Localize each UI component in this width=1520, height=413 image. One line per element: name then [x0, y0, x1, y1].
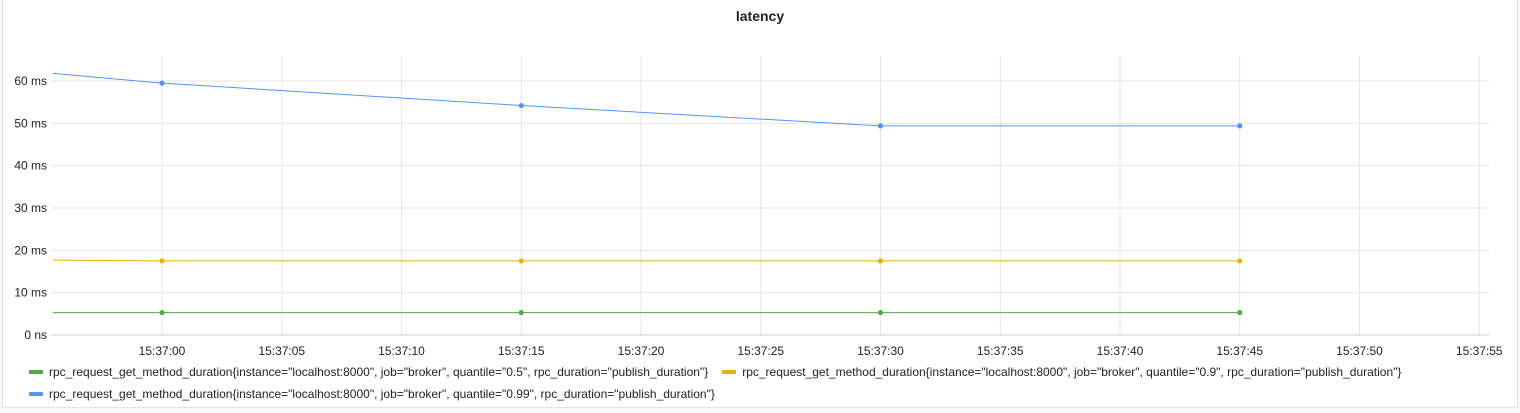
legend-swatch: [722, 370, 737, 374]
x-tick-label: 15:37:45: [1216, 344, 1263, 358]
x-tick-label: 15:37:00: [139, 344, 186, 358]
data-point: [159, 258, 165, 264]
data-point: [877, 258, 884, 264]
legend-row: rpc_request_get_method_duration{instance…: [29, 383, 1415, 405]
x-tick-label: 15:37:05: [258, 344, 305, 358]
data-point: [1237, 123, 1243, 129]
data-point: [518, 102, 524, 109]
y-tick-label: 40 ms: [14, 159, 47, 173]
legend-item[interactable]: rpc_request_get_method_duration{instance…: [29, 365, 708, 379]
legend-item[interactable]: rpc_request_get_method_duration{instance…: [722, 365, 1401, 379]
panel-title[interactable]: latency: [735, 8, 785, 24]
legend-swatch: [29, 370, 43, 374]
x-tick-label: 15:37:15: [498, 344, 545, 358]
y-tick-label: 0 ns: [24, 328, 47, 342]
data-point: [877, 123, 884, 129]
y-tick-label: 20 ms: [14, 243, 47, 257]
y-tick-label: 50 ms: [14, 116, 47, 130]
data-point: [159, 309, 165, 316]
data-point: [518, 258, 524, 264]
x-tick-label: 15:37:20: [618, 344, 665, 358]
legend-label: rpc_request_get_method_duration{instance…: [49, 387, 715, 401]
x-tick-label: 15:37:25: [737, 344, 784, 358]
data-point: [1237, 258, 1243, 264]
series-line-1: [52, 259, 1240, 262]
legend-label: rpc_request_get_method_duration{instance…: [742, 365, 1402, 379]
legend-swatch: [29, 392, 43, 396]
data-point: [877, 309, 884, 316]
x-tick-label: 15:37:50: [1336, 344, 1383, 358]
y-tick-label: 30 ms: [14, 201, 47, 215]
y-tick-label: 10 ms: [14, 286, 47, 300]
data-point: [1237, 309, 1243, 316]
x-tick-label: 15:37:35: [977, 344, 1024, 358]
chart-area: 0 ns 10 ms 20 ms 30 ms 40 ms 50 ms 60 ms 15:37:…: [14, 56, 1503, 358]
x-tick-label: 15:37:10: [378, 344, 425, 358]
x-tick-label: 15:37:40: [1097, 344, 1144, 358]
legend-label: rpc_request_get_method_duration{instance…: [49, 365, 709, 379]
y-tick-label: 60 ms: [14, 74, 47, 88]
legend: rpc_request_get_method_duration{instance…: [29, 361, 1415, 405]
data-point: [159, 80, 165, 86]
data-point: [518, 309, 524, 316]
x-tick-label: 15:37:30: [857, 344, 904, 358]
legend-row: rpc_request_get_method_duration{instance…: [29, 361, 1415, 383]
x-tick-label: 15:37:55: [1456, 344, 1503, 358]
legend-item[interactable]: rpc_request_get_method_duration{instance…: [29, 387, 715, 401]
